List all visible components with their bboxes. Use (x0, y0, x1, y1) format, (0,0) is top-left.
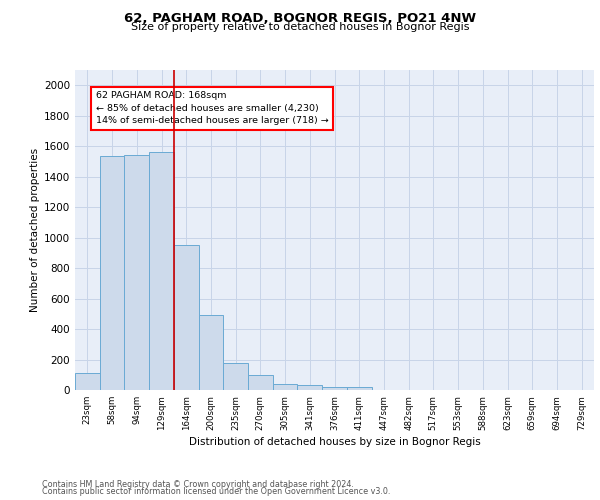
Bar (149, 152, 174, 390)
Bar (223, 362, 248, 390)
Bar (75, 373, 100, 390)
Text: Contains public sector information licensed under the Open Government Licence v3: Contains public sector information licen… (42, 488, 391, 496)
Text: 62 PAGHAM ROAD: 168sqm
← 85% of detached houses are smaller (4,230)
14% of semi-: 62 PAGHAM ROAD: 168sqm ← 85% of detached… (96, 92, 329, 126)
Bar (322, 387, 347, 390)
Bar (347, 387, 371, 390)
Bar (248, 375, 273, 390)
Text: Contains HM Land Registry data © Crown copyright and database right 2024.: Contains HM Land Registry data © Crown c… (42, 480, 354, 489)
Bar (174, 245, 199, 390)
Bar (273, 384, 298, 390)
X-axis label: Distribution of detached houses by size in Bognor Regis: Distribution of detached houses by size … (188, 436, 481, 446)
Bar (199, 316, 223, 390)
Bar (100, 156, 124, 390)
Bar (298, 386, 322, 390)
Bar (124, 156, 149, 390)
Y-axis label: Number of detached properties: Number of detached properties (30, 148, 40, 312)
Text: 62, PAGHAM ROAD, BOGNOR REGIS, PO21 4NW: 62, PAGHAM ROAD, BOGNOR REGIS, PO21 4NW (124, 12, 476, 26)
Text: Size of property relative to detached houses in Bognor Regis: Size of property relative to detached ho… (131, 22, 469, 32)
